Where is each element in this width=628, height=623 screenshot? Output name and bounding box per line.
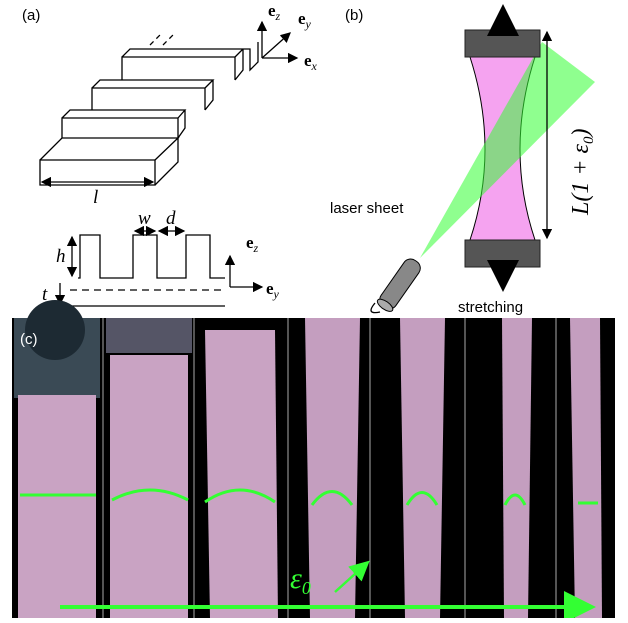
width-symbol: w xyxy=(138,208,151,229)
strain-length: L(1 + ε0) xyxy=(568,129,597,217)
clamp xyxy=(465,30,540,57)
height-symbol: h xyxy=(56,246,66,267)
length-symbol: l xyxy=(93,187,98,208)
axis-label: ez xyxy=(246,233,259,255)
laser xyxy=(375,256,423,314)
groove-profile xyxy=(78,235,225,278)
stretch-label: stretching xyxy=(458,299,523,316)
clamp xyxy=(465,240,540,267)
axis-label: ex xyxy=(304,51,318,73)
laser-label: laser sheet xyxy=(330,200,404,217)
panel-label: (c) xyxy=(20,331,38,348)
axis-arrow xyxy=(262,33,290,58)
gap-symbol: d xyxy=(166,208,176,229)
axis-label: ey xyxy=(298,9,312,31)
panel-label: (b) xyxy=(345,7,363,24)
axis-label: ez xyxy=(268,1,281,23)
panel-label: (a) xyxy=(22,7,40,24)
figure: (a) l ez ey ex h t w d ez ey (b) L(1 + ε… xyxy=(0,0,628,618)
axis-label: ey xyxy=(266,279,280,301)
grooved-slab xyxy=(40,35,258,185)
